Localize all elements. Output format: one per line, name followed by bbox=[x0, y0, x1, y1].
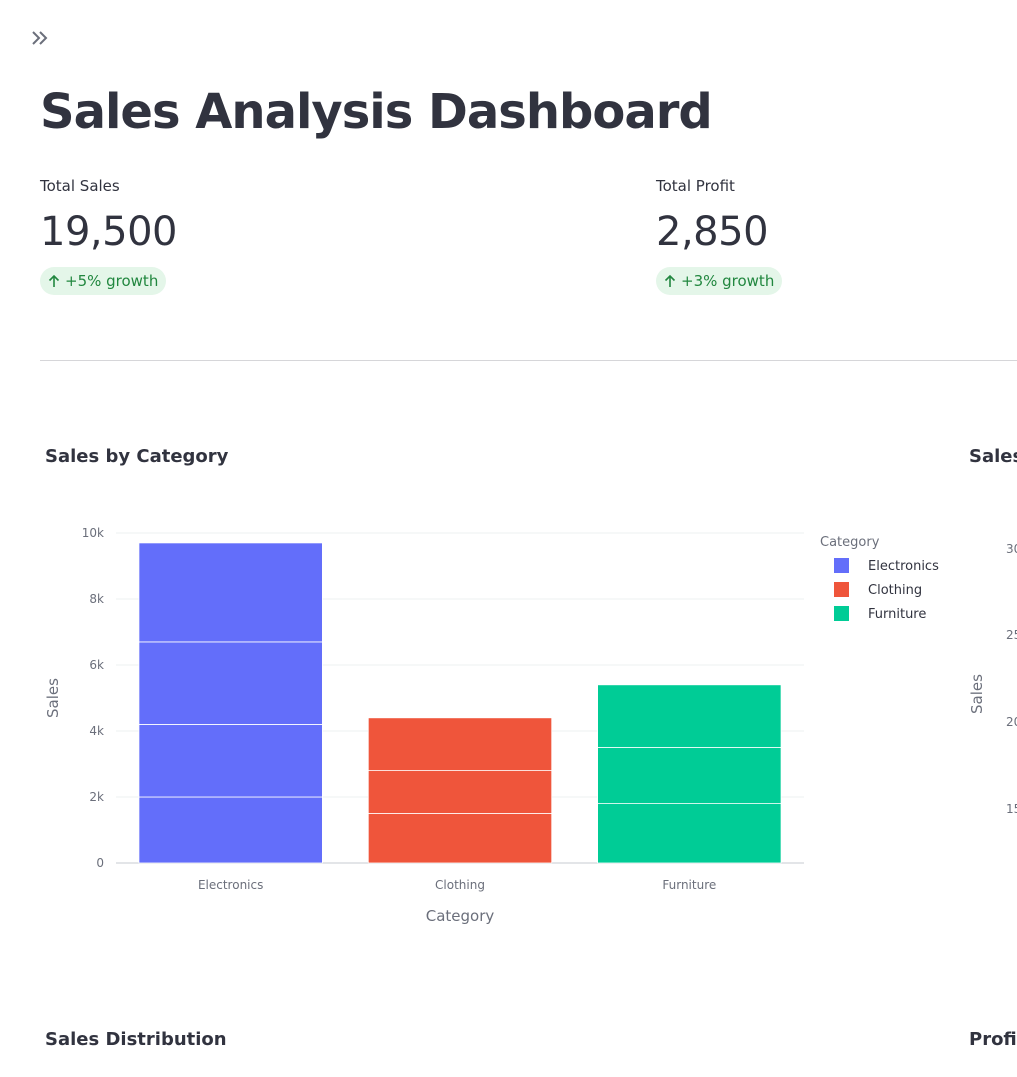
right-chart-y-tick-label: 30 bbox=[1006, 542, 1017, 556]
y-axis-title: Sales bbox=[44, 678, 62, 718]
expand-sidebar-button[interactable] bbox=[28, 27, 52, 49]
legend-swatch-furniture[interactable] bbox=[834, 606, 849, 621]
y-tick-label: 4k bbox=[89, 724, 104, 738]
legend-label-clothing: Clothing bbox=[868, 583, 922, 598]
legend-title: Category bbox=[820, 535, 880, 550]
x-tick-label: Electronics bbox=[198, 878, 263, 892]
metric-label: Total Sales bbox=[40, 177, 120, 195]
metric-value: 19,500 bbox=[40, 209, 177, 255]
bar-segment-furniture[interactable] bbox=[597, 684, 782, 748]
sales-by-category-chart[interactable]: 0 2k 4k 6k 8k 10k Electronics Clothing Furniture… bbox=[0, 0, 1017, 1000]
y-tick-label: 6k bbox=[89, 658, 104, 672]
bar-segment-furniture[interactable] bbox=[597, 803, 782, 864]
right-chart-y-axis-title: Sales bbox=[968, 674, 986, 714]
right-chart-y-tick-label: 20 bbox=[1006, 715, 1017, 729]
bar-segment-electronics[interactable] bbox=[138, 542, 323, 643]
metric-value: 2,850 bbox=[656, 209, 769, 255]
section-title-sales-by-category: Sales by Category bbox=[45, 446, 229, 467]
metric-total-sales: Total Sales 19,500 +5% growth bbox=[40, 176, 177, 295]
x-tick-label: Furniture bbox=[662, 878, 716, 892]
arrow-up-icon bbox=[664, 274, 676, 287]
y-tick-label: 8k bbox=[89, 592, 104, 606]
right-chart-y-tick-label: 15 bbox=[1006, 802, 1017, 816]
metric-delta-badge: +5% growth bbox=[40, 267, 167, 295]
bar-segment-clothing[interactable] bbox=[367, 813, 553, 864]
metric-label: Total Profit bbox=[656, 177, 735, 195]
section-title-right-top: Sales bbox=[969, 446, 1017, 467]
bar-segment-furniture[interactable] bbox=[597, 747, 782, 804]
legend-swatch-electronics[interactable] bbox=[834, 558, 849, 573]
right-chart-y-tick-label: 25 bbox=[1006, 628, 1017, 642]
y-tick-label: 0 bbox=[96, 856, 104, 870]
bar-segment-electronics[interactable] bbox=[138, 796, 323, 864]
x-axis-title: Category bbox=[426, 907, 495, 925]
section-title-sales-distribution: Sales Distribution bbox=[45, 1029, 227, 1050]
section-title-right-bottom: Profit bbox=[969, 1029, 1017, 1050]
divider bbox=[40, 360, 1017, 361]
bar-segment-clothing[interactable] bbox=[367, 717, 553, 771]
legend-swatch-clothing[interactable] bbox=[834, 582, 849, 597]
y-tick-label: 2k bbox=[89, 790, 104, 804]
page-title: Sales Analysis Dashboard bbox=[40, 84, 713, 140]
y-tick-label: 10k bbox=[82, 526, 104, 540]
metric-delta-text: +3% growth bbox=[681, 272, 775, 290]
bar-segment-electronics[interactable] bbox=[138, 724, 323, 798]
bar-segment-electronics[interactable] bbox=[138, 641, 323, 725]
metric-total-profit: Total Profit 2,850 +3% growth bbox=[656, 176, 783, 295]
legend-label-electronics: Electronics bbox=[868, 559, 939, 574]
double-chevron-right-icon bbox=[32, 31, 48, 45]
metric-delta-text: +5% growth bbox=[65, 272, 159, 290]
metric-delta-badge: +3% growth bbox=[656, 267, 783, 295]
arrow-up-icon bbox=[48, 274, 60, 287]
bar-segment-clothing[interactable] bbox=[367, 770, 553, 814]
x-tick-label: Clothing bbox=[435, 878, 485, 892]
legend-label-furniture: Furniture bbox=[868, 607, 926, 622]
